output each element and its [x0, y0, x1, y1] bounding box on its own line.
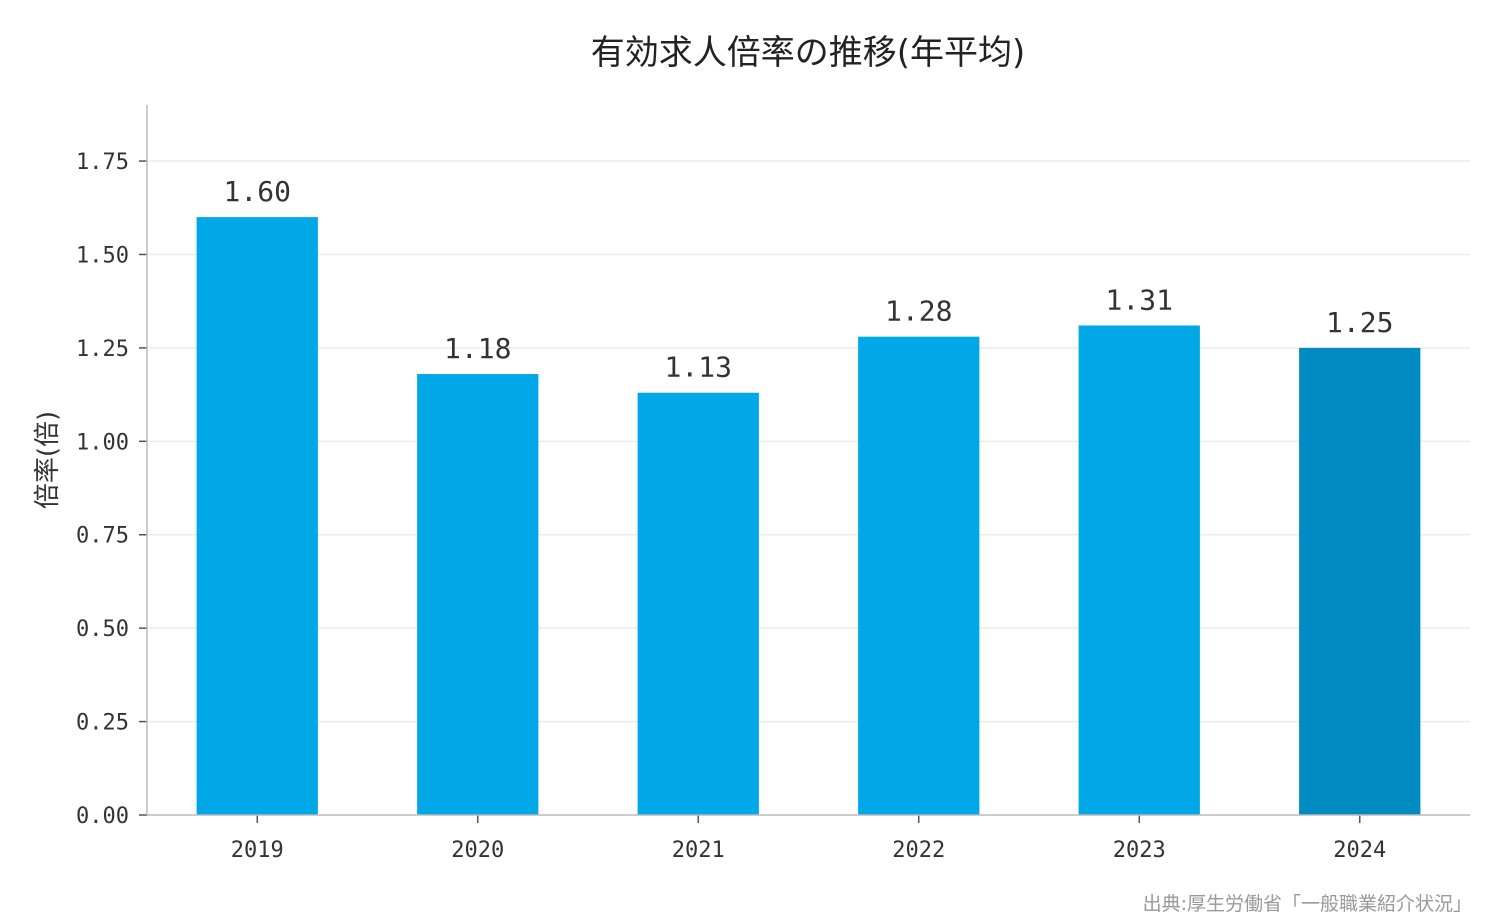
y-tick-label: 0.75 — [76, 524, 129, 549]
y-tick-label: 0.00 — [76, 804, 129, 829]
chart-title: 有効求人倍率の推移(年平均) — [591, 33, 1026, 73]
x-tick-label: 2023 — [1113, 838, 1166, 863]
y-tick-label: 1.50 — [76, 243, 129, 268]
axes — [139, 105, 1470, 823]
y-tick-label: 0.25 — [76, 711, 129, 736]
bar — [637, 392, 759, 815]
labels: 0.00 0.25 0.50 0.75 1.00 1.25 1.50 1.75 1.60 2019… — [76, 150, 1393, 863]
x-tick-label: 2024 — [1333, 838, 1386, 863]
x-tick-label: 2022 — [892, 838, 945, 863]
bar-value-label: 1.25 — [1326, 306, 1393, 339]
bar-value-label: 1.60 — [224, 175, 291, 208]
y-axis-label: 倍率(倍) — [33, 411, 63, 509]
gridlines — [147, 160, 1470, 723]
y-tick-label: 1.25 — [76, 337, 129, 362]
bar — [196, 217, 318, 815]
y-tick-label: 1.00 — [76, 430, 129, 455]
bar — [1299, 347, 1421, 815]
bar-value-label: 1.28 — [885, 295, 952, 328]
bar-value-label: 1.13 — [665, 351, 732, 384]
bar-value-label: 1.18 — [444, 332, 511, 365]
y-tick-label: 1.75 — [76, 150, 129, 175]
bars — [196, 217, 1421, 815]
bar-value-label: 1.31 — [1106, 283, 1173, 316]
y-tick-label: 0.50 — [76, 617, 129, 642]
x-tick-label: 2019 — [231, 838, 284, 863]
x-tick-label: 2020 — [451, 838, 504, 863]
x-tick-label: 2021 — [672, 838, 725, 863]
bar — [1078, 325, 1200, 815]
source-note: 出典:厚生労働省「一般職業紹介状況」 — [1143, 893, 1472, 915]
bar — [417, 374, 539, 815]
bar — [858, 336, 980, 815]
